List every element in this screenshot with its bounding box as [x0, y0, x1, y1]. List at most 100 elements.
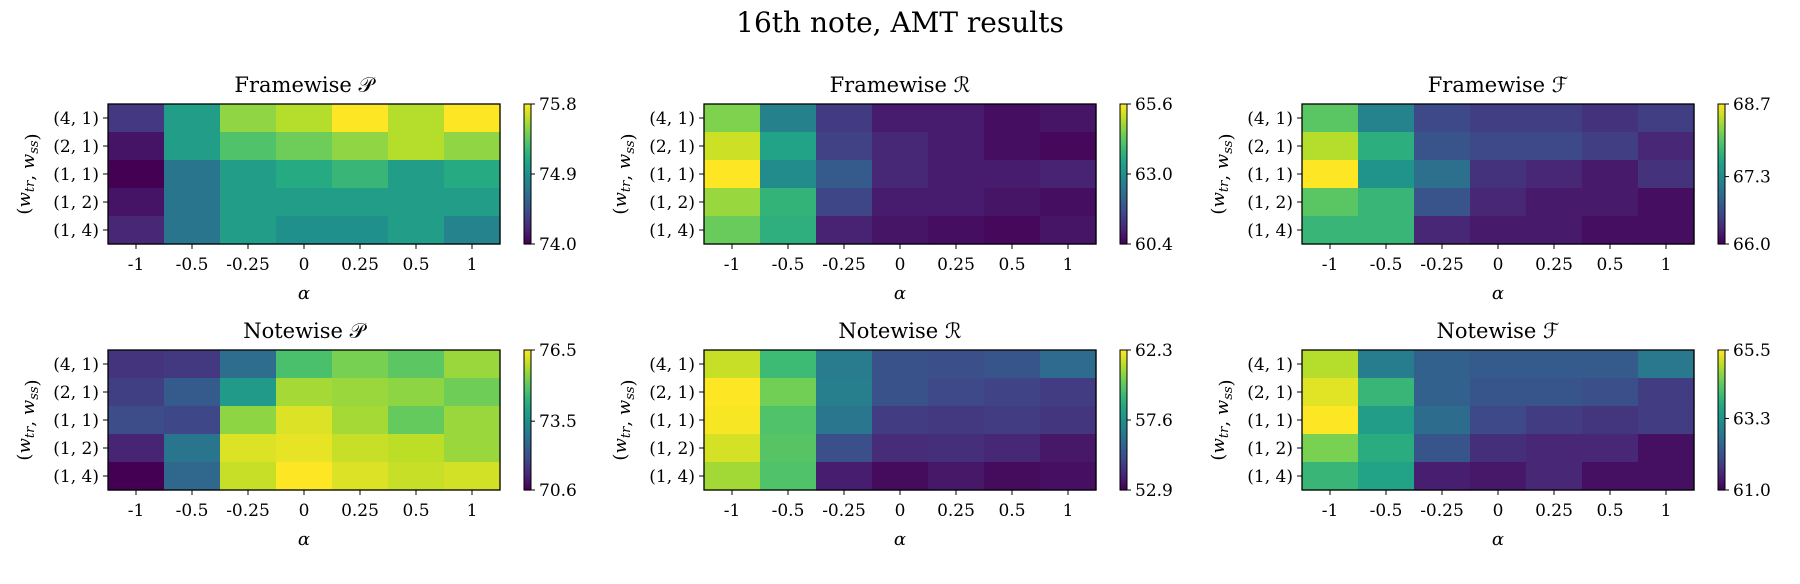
heatmap-cell-r1-c2	[760, 104, 817, 133]
colorbar-segment	[524, 464, 531, 468]
colorbar-segment	[524, 357, 531, 360]
colorbar-segment	[1120, 136, 1127, 140]
x-tick-1: 1	[1661, 255, 1672, 275]
heatmap-cell-r2-c4	[276, 378, 333, 407]
colorbar-tick-63-0: 63.0	[1135, 165, 1173, 185]
colorbar-segment	[1718, 234, 1725, 238]
colorbar-segment	[1718, 136, 1725, 140]
colorbar-segment	[524, 487, 531, 491]
heatmap-cell-r2-c4	[1470, 378, 1527, 407]
heatmap-cell-r1-c4	[1470, 104, 1527, 133]
heatmap-cell-r2-c1	[1302, 132, 1359, 161]
heatmap-cell-r5-c2	[760, 216, 817, 245]
colorbar-segment	[524, 427, 531, 430]
colorbar-segment	[1718, 417, 1725, 421]
y-tick-1-4: (1, 4)	[649, 221, 695, 241]
colorbar-segment	[1120, 225, 1127, 229]
x-tick-1: 1	[1063, 255, 1074, 275]
colorbar-segment	[1718, 139, 1725, 142]
colorbar-segment	[524, 420, 531, 423]
colorbar-segment	[1718, 389, 1725, 393]
x-tick-1: 1	[467, 255, 478, 275]
heatmap-cell-r2-c5	[1526, 378, 1583, 407]
heatmap-cell-r5-c6	[984, 462, 1041, 491]
colorbar-segment	[1120, 190, 1127, 194]
colorbar-segment	[1120, 218, 1127, 222]
colorbar-segment	[1718, 352, 1725, 356]
colorbar-segment	[1120, 211, 1127, 215]
colorbar-segment	[524, 483, 531, 486]
colorbar-segment	[1718, 469, 1725, 472]
colorbar-segment	[524, 375, 531, 379]
colorbar-tick-61-0: 61.0	[1733, 481, 1771, 501]
heatmap-cell-r2-c1	[704, 378, 761, 407]
colorbar-segment	[1718, 385, 1725, 388]
heatmap-cell-r2-c6	[1582, 378, 1639, 407]
heatmap-cell-r4-c6	[984, 434, 1041, 463]
colorbar-segment	[524, 122, 531, 126]
colorbar-segment	[524, 431, 531, 435]
colorbar-segment	[1718, 150, 1725, 154]
heatmap-cell-r4-c2	[1358, 434, 1415, 463]
heatmap-cell-r4-c1	[704, 434, 761, 463]
colorbar-segment	[524, 436, 531, 440]
colorbar-segment	[524, 417, 531, 421]
y-axis-label: (wtr, wss)	[14, 133, 43, 214]
colorbar-frame	[523, 349, 532, 491]
colorbar-segment	[1120, 352, 1127, 356]
colorbar-segment	[1718, 164, 1725, 168]
colorbar-tick-52-9: 52.9	[1135, 481, 1173, 501]
colorbar-segment	[1120, 223, 1127, 226]
heatmap-cell-r3-c4	[1470, 406, 1527, 435]
y-tick-4-1: (4, 1)	[649, 355, 695, 375]
colorbar-tick-68-7: 68.7	[1733, 95, 1771, 115]
colorbar-segment	[1718, 441, 1725, 444]
colorbar-segment	[1718, 434, 1725, 437]
colorbar-segment	[1718, 120, 1725, 124]
colorbar-segment	[1718, 368, 1725, 372]
x-tick-0-5: 0.5	[1596, 255, 1623, 275]
heatmap-cell-r4-c6	[388, 434, 445, 463]
heatmap-cell-r3-c2	[760, 160, 817, 189]
heatmap-panel-1: Framewise 𝒫 -1 -0.5 -0.25 0 0.25 0.5 1 α (4, 1) (2…	[14, 73, 577, 304]
colorbar-segment	[1120, 466, 1127, 470]
y-tick-2-1: (2, 1)	[53, 137, 99, 157]
colorbar-segment	[1718, 452, 1725, 456]
heatmap-cell-r3-c6	[1582, 160, 1639, 189]
colorbar-segment	[524, 399, 531, 402]
heatmap-cell-r5-c4	[276, 216, 333, 245]
colorbar-segment	[524, 171, 531, 175]
colorbar-segment	[1718, 361, 1725, 365]
colorbar-segment	[524, 108, 531, 112]
colorbar-segment	[1120, 169, 1127, 173]
colorbar-segment	[524, 106, 531, 110]
colorbar-segment	[1120, 192, 1127, 196]
heatmap-cell-r4-c7	[1638, 188, 1695, 217]
heatmap-cell-r3-c2	[1358, 160, 1415, 189]
x-axis-label: α	[894, 529, 906, 550]
heatmap-panels: Framewise 𝒫 -1 -0.5 -0.25 0 0.25 0.5 1 α (4, 1) (2…	[14, 73, 1771, 550]
x-axis-label: α	[298, 529, 310, 550]
x-tick-0-25: -0.25	[1420, 501, 1464, 521]
heatmap-cell-r3-c4	[872, 160, 929, 189]
colorbar-segment	[1718, 413, 1725, 416]
colorbar-segment	[1120, 164, 1127, 168]
colorbar-segment	[1718, 155, 1725, 159]
heatmap-cell-r5-c4	[1470, 462, 1527, 491]
colorbar-segment	[1718, 473, 1725, 477]
heatmap-cell-r5-c2	[1358, 216, 1415, 245]
x-tick-1: -1	[128, 501, 145, 521]
colorbar-segment	[1718, 195, 1725, 198]
heatmap-cell-r2-c5	[1526, 132, 1583, 161]
heatmap-cell-r1-c6	[388, 104, 445, 133]
colorbar-segment	[1718, 485, 1725, 489]
y-tick-1-4: (1, 4)	[1247, 221, 1293, 241]
colorbar-tick-65-5: 65.5	[1733, 341, 1771, 361]
colorbar-segment	[1718, 408, 1725, 412]
heatmap-cell-r4-c7	[1040, 188, 1097, 217]
colorbar-segment	[524, 368, 531, 372]
heatmap-cell-r1-c6	[984, 350, 1041, 379]
heatmap-cell-r1-c1	[1302, 350, 1359, 379]
colorbar-segment	[1120, 162, 1127, 166]
